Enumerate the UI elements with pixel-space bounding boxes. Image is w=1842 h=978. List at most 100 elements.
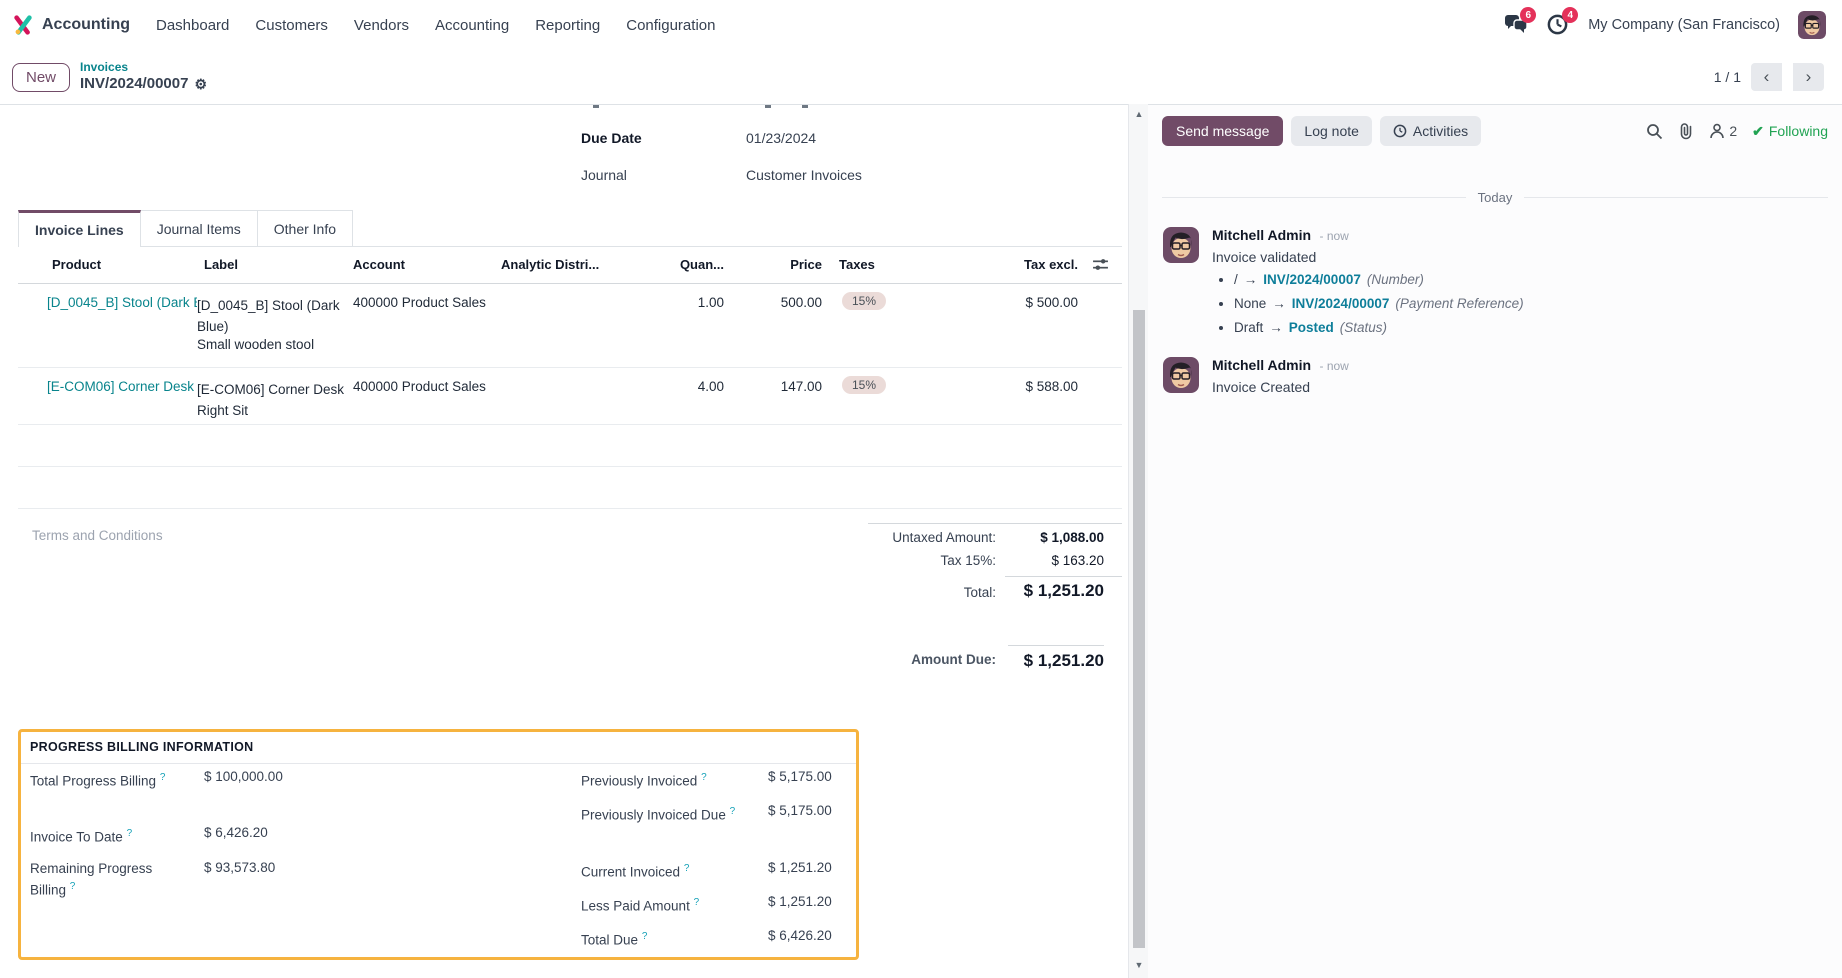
col-label[interactable]: Label xyxy=(204,257,238,272)
invoice-lines-header: Product Label Account Analytic Distri...… xyxy=(18,247,1122,284)
scrollbar-thumb[interactable] xyxy=(1133,310,1145,948)
control-panel: New Invoices INV/2024/00007 ⚙ 1 / 1 ‹ › xyxy=(0,50,1842,104)
record-pager: 1 / 1 ‹ › xyxy=(1714,63,1842,91)
col-quantity[interactable]: Quan... xyxy=(679,257,724,272)
subtotal-cell: $ 500.00 xyxy=(1025,295,1078,310)
scroll-up-arrow[interactable]: ▲ xyxy=(1134,109,1144,119)
company-selector[interactable]: My Company (San Francisco) xyxy=(1588,17,1780,33)
tax-label: Tax 15%: xyxy=(940,553,996,568)
help-icon: ? xyxy=(641,931,648,942)
menu-dashboard[interactable]: Dashboard xyxy=(156,16,230,34)
empty-line-row[interactable] xyxy=(18,425,1122,467)
label-cell[interactable]: [D_0045_B] Stool (Dark Blue) xyxy=(197,298,340,334)
message-author[interactable]: Mitchell Admin xyxy=(1212,227,1312,243)
pb-label: Previously Invoiced xyxy=(581,773,698,789)
price-cell[interactable]: 147.00 xyxy=(780,379,822,394)
tracking-new-value[interactable]: INV/2024/00007 xyxy=(1291,296,1390,311)
pb-row: Less Paid Amount ? $ 1,251.20 xyxy=(581,894,851,916)
tracking-new-value[interactable]: Posted xyxy=(1288,320,1334,335)
help-icon: ? xyxy=(683,863,690,874)
menu-accounting[interactable]: Accounting xyxy=(434,16,510,34)
account-cell[interactable]: 400000 Product Sales xyxy=(353,379,486,394)
menu-customers[interactable]: Customers xyxy=(255,16,328,34)
tracking-change: Draft→Posted(Status) xyxy=(1234,320,1524,335)
clock-icon xyxy=(1393,124,1407,138)
price-cell[interactable]: 500.00 xyxy=(780,295,822,310)
account-cell[interactable]: 400000 Product Sales xyxy=(353,295,486,310)
message-author[interactable]: Mitchell Admin xyxy=(1212,357,1312,373)
col-price[interactable]: Price xyxy=(790,257,822,272)
tab-other-info[interactable]: Other Info xyxy=(257,210,354,246)
col-account[interactable]: Account xyxy=(353,257,405,272)
breadcrumb-invoices-link[interactable]: Invoices xyxy=(80,60,129,75)
date-divider-label: Today xyxy=(1477,190,1513,205)
messages-icon[interactable]: 6 xyxy=(1504,7,1537,37)
optional-columns-icon[interactable] xyxy=(1092,256,1109,273)
untaxed-amount-value: $ 1,088.00 xyxy=(1040,530,1104,545)
clipped-row-remnant xyxy=(765,105,771,108)
quantity-cell[interactable]: 1.00 xyxy=(697,295,724,310)
help-icon: ? xyxy=(69,881,76,892)
tracking-change: None→INV/2024/00007(Payment Reference) xyxy=(1234,296,1524,311)
date-divider: Today xyxy=(1162,190,1829,205)
tracking-changes: /→INV/2024/00007(Number) None→INV/2024/0… xyxy=(1234,272,1524,335)
send-message-button[interactable]: Send message xyxy=(1162,116,1284,146)
menu-configuration[interactable]: Configuration xyxy=(626,16,716,34)
menu-reporting[interactable]: Reporting xyxy=(535,16,601,34)
log-note-button[interactable]: Log note xyxy=(1291,116,1372,146)
col-subtotal[interactable]: Tax excl. xyxy=(1024,257,1078,272)
col-analytic[interactable]: Analytic Distri... xyxy=(501,257,600,272)
pb-label: Previously Invoiced Due xyxy=(581,807,726,823)
terms-and-conditions-field[interactable]: Terms and Conditions xyxy=(32,528,163,543)
record-settings-gear-icon[interactable]: ⚙ xyxy=(194,75,207,92)
arrow-icon: → xyxy=(1269,320,1283,335)
activities-button[interactable]: Activities xyxy=(1379,116,1482,146)
description-cell[interactable]: Small wooden stool xyxy=(197,337,315,352)
arrow-icon: → xyxy=(1272,296,1286,311)
col-taxes[interactable]: Taxes xyxy=(839,257,875,272)
total-label: Total: xyxy=(963,585,996,600)
vertical-scrollbar[interactable]: ▲ ▼ xyxy=(1128,104,1148,978)
tracking-new-value[interactable]: INV/2024/00007 xyxy=(1263,272,1361,287)
content-top-divider xyxy=(0,104,1842,105)
new-button[interactable]: New xyxy=(12,62,71,92)
pb-value: $ 1,251.20 xyxy=(768,860,832,875)
pager-next-button[interactable]: › xyxy=(1793,63,1824,91)
due-date-value[interactable]: 01/23/2024 xyxy=(746,130,817,146)
pb-value: $ 1,251.20 xyxy=(768,894,832,909)
message-author-avatar[interactable] xyxy=(1163,227,1199,263)
app-switcher[interactable]: Accounting xyxy=(12,14,130,36)
quantity-cell[interactable]: 4.00 xyxy=(697,379,724,394)
record-name: INV/2024/00007 xyxy=(80,75,189,93)
tax-badge[interactable]: 15% xyxy=(842,376,887,394)
followers-icon[interactable]: 2 xyxy=(1709,123,1737,139)
pb-value: $ 6,426.20 xyxy=(204,825,268,840)
attach-files-icon[interactable] xyxy=(1678,122,1694,140)
tab-journal-items[interactable]: Journal Items xyxy=(140,210,258,246)
product-link[interactable]: [E-COM06] Corner Desk Right Sit xyxy=(47,379,197,394)
user-avatar[interactable] xyxy=(1798,11,1826,39)
amount-due-value: $ 1,251.20 xyxy=(1023,651,1104,670)
notebook-tabs: Invoice Lines Journal Items Other Info xyxy=(18,210,1122,247)
empty-line-row[interactable] xyxy=(18,467,1122,509)
journal-value[interactable]: Customer Invoices xyxy=(746,167,862,183)
help-icon: ? xyxy=(126,828,133,839)
pb-value: $ 93,573.80 xyxy=(204,860,276,875)
label-cell[interactable]: [E-COM06] Corner Desk Right Sit xyxy=(197,382,345,418)
help-icon: ? xyxy=(729,806,736,817)
activities-clock-icon[interactable]: 4 xyxy=(1546,7,1579,37)
total-value: $ 1,251.20 xyxy=(1023,581,1104,600)
pager-previous-button[interactable]: ‹ xyxy=(1751,63,1782,91)
menu-vendors[interactable]: Vendors xyxy=(353,16,409,34)
message-author-avatar[interactable] xyxy=(1163,357,1199,393)
col-product[interactable]: Product xyxy=(52,257,102,272)
help-icon: ? xyxy=(693,897,700,908)
search-messages-icon[interactable] xyxy=(1646,123,1663,140)
following-toggle[interactable]: ✔ Following xyxy=(1752,122,1828,140)
tab-invoice-lines[interactable]: Invoice Lines xyxy=(18,210,141,247)
scroll-down-arrow[interactable]: ▼ xyxy=(1134,960,1144,970)
product-link[interactable]: [D_0045_B] Stool (Dark Blue) xyxy=(47,295,197,310)
pb-row: Previously Invoiced ? $ 5,175.00 xyxy=(581,769,851,791)
tax-badge[interactable]: 15% xyxy=(842,292,887,310)
